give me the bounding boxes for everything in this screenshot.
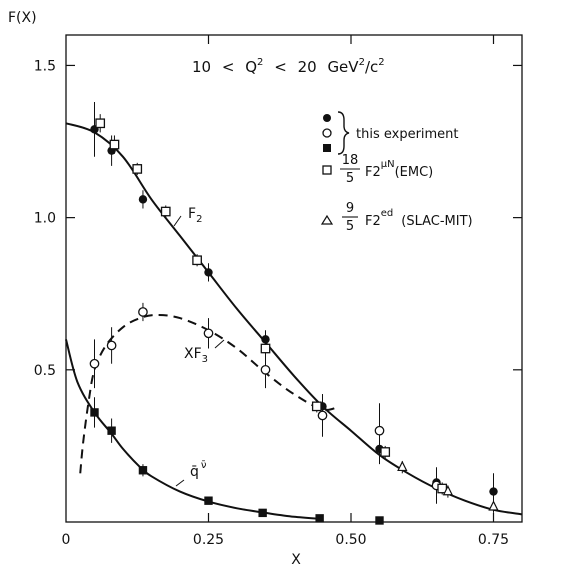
point-open-circle xyxy=(89,358,100,369)
point-open-triangle xyxy=(397,460,408,472)
point-filled-square xyxy=(90,408,99,417)
point-open-square xyxy=(132,164,143,174)
point-open-square xyxy=(260,343,271,354)
curve-label-xf3-pointer xyxy=(214,339,225,349)
point-open-square xyxy=(380,447,391,457)
legend-slac-num: 9 xyxy=(346,201,354,216)
legend-this-experiment: this experiment xyxy=(356,127,459,142)
x-tick-label: 0.75 xyxy=(478,532,509,548)
point-open-circle xyxy=(260,364,271,375)
x-tick-label: 0 xyxy=(62,532,71,548)
point-filled-square xyxy=(107,426,116,435)
curve-label-qbar: q̄ ν̄ xyxy=(190,460,207,480)
curve-label-qbar-pointer xyxy=(175,479,185,487)
legend-emc-num: 18 xyxy=(342,153,359,168)
legend-emc-den: 5 xyxy=(346,171,354,186)
x-tick-label: 0.50 xyxy=(335,532,366,548)
y-tick-label: 1.5 xyxy=(34,58,56,74)
point-open-circle xyxy=(374,425,385,436)
curve-qbar xyxy=(65,339,323,520)
data-points xyxy=(89,101,499,525)
legend-marker-open-circle xyxy=(322,128,332,138)
legend-emc-label: F2μN(EMC) xyxy=(365,159,433,180)
legend-slac-label: F2ed(SLAC-MIT) xyxy=(365,208,473,229)
point-open-triangle xyxy=(442,485,454,496)
legend: this experiment 18 5 F2μN(EMC) 9 5 F2ed(… xyxy=(320,111,473,234)
point-open-circle xyxy=(203,328,214,339)
legend-marker-filled-square xyxy=(323,144,331,152)
y-tick-label: 0.5 xyxy=(34,363,56,379)
point-open-square xyxy=(311,401,322,412)
point-open-circle xyxy=(138,307,148,317)
curve-xf3 xyxy=(79,313,340,474)
plot-frame xyxy=(65,34,523,523)
y-axis-title: F(X) xyxy=(8,10,37,26)
point-open-square xyxy=(192,255,202,266)
x-tick-label: 0.25 xyxy=(193,532,224,548)
point-open-circle xyxy=(106,340,117,351)
point-open-square xyxy=(109,139,120,150)
point-open-circle xyxy=(317,410,328,421)
legend-marker-filled-circle xyxy=(323,114,331,122)
point-open-triangle xyxy=(488,500,499,511)
legend-slac-den: 5 xyxy=(346,219,354,234)
legend-marker-open-triangle xyxy=(320,214,334,225)
point-open-square xyxy=(95,118,106,129)
point-filled-circle xyxy=(204,268,213,277)
legend-marker-open-square xyxy=(322,165,332,175)
point-filled-circle xyxy=(261,335,270,344)
legend-brace xyxy=(337,111,350,155)
point-filled-square xyxy=(315,514,324,523)
point-filled-square xyxy=(375,516,384,525)
curve-label-f2: F2 xyxy=(188,206,202,225)
axis-ticks: 0 0.25 0.50 0.75 0.5 1.0 1.5 xyxy=(34,35,522,548)
curve-label-xf3: XF3 xyxy=(184,346,208,365)
fit-curves xyxy=(65,122,523,520)
curve-f2 xyxy=(65,122,523,516)
point-filled-square xyxy=(138,466,148,475)
point-open-square xyxy=(160,206,171,217)
q2-condition: 10 < Q2 < 20 GeV2/c2 xyxy=(192,51,385,76)
curve-label-f2-pointer xyxy=(173,215,182,227)
x-axis-title: X xyxy=(291,552,301,568)
point-filled-square xyxy=(204,496,213,505)
point-filled-square xyxy=(258,508,267,518)
point-filled-circle xyxy=(138,195,148,204)
point-filled-circle xyxy=(489,487,498,496)
y-tick-label: 1.0 xyxy=(34,211,56,227)
